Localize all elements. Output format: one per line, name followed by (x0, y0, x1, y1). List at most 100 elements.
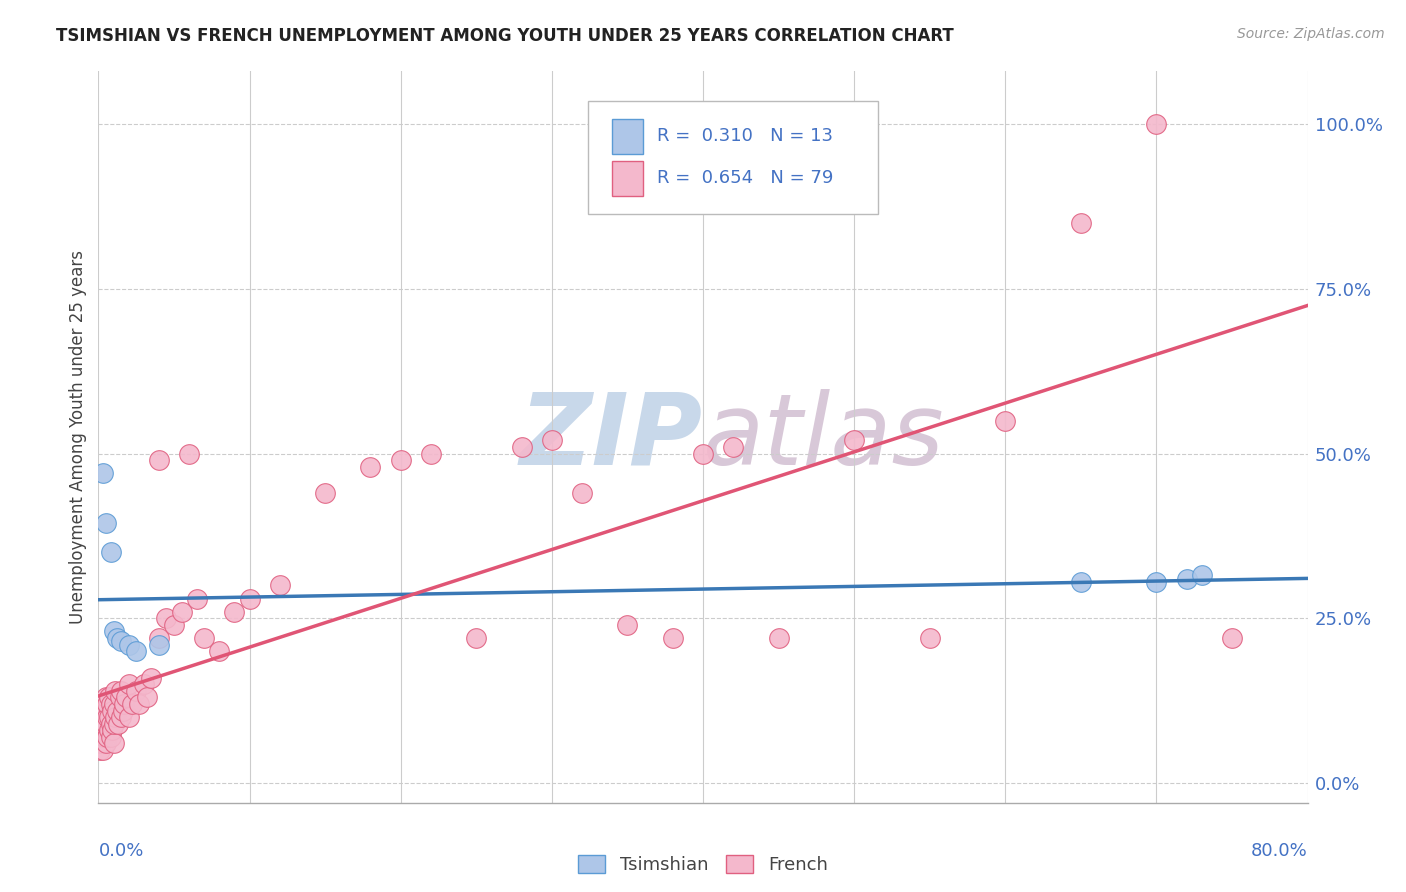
Legend: Tsimshian, French: Tsimshian, French (571, 847, 835, 881)
Point (90, 710, 112, 724)
Point (89, 743, 111, 757)
Text: 0.0%: 0.0% (98, 842, 143, 861)
Point (103, 624, 125, 639)
Point (135, 690, 157, 705)
Text: TSIMSHIAN VS FRENCH UNEMPLOYMENT AMONG YOUTH UNDER 25 YEARS CORRELATION CHART: TSIMSHIAN VS FRENCH UNEMPLOYMENT AMONG Y… (56, 27, 955, 45)
Point (100, 716, 122, 731)
FancyBboxPatch shape (588, 101, 879, 214)
Point (193, 631, 215, 645)
Point (208, 644, 231, 658)
Point (110, 683, 132, 698)
Point (89, 716, 111, 731)
Point (105, 704, 128, 718)
Point (93, 730, 115, 744)
Point (118, 638, 141, 652)
Point (96, 697, 118, 711)
Point (94, 716, 117, 731)
Point (90, 723, 112, 738)
Point (692, 446, 714, 460)
Point (314, 486, 336, 500)
Point (616, 618, 638, 632)
Point (128, 697, 150, 711)
Point (132, 677, 155, 691)
Point (1070, 575, 1092, 590)
Point (89, 730, 111, 744)
Point (104, 683, 127, 698)
Text: ZIP: ZIP (520, 389, 703, 485)
Point (918, 631, 941, 645)
Text: Source: ZipAtlas.com: Source: ZipAtlas.com (1237, 27, 1385, 41)
Point (1220, 631, 1243, 645)
Point (94, 516, 117, 530)
Point (91, 723, 114, 738)
Point (118, 677, 141, 691)
Point (186, 591, 208, 606)
Point (93, 716, 115, 731)
Point (103, 697, 125, 711)
Point (1070, 216, 1092, 230)
Point (101, 723, 124, 738)
Point (571, 486, 593, 500)
Point (110, 634, 132, 648)
Point (90, 737, 112, 751)
Point (420, 446, 443, 460)
Point (96, 730, 118, 744)
Point (100, 545, 122, 559)
Point (163, 618, 186, 632)
Point (125, 683, 148, 698)
Point (1175, 572, 1198, 586)
Point (239, 591, 262, 606)
Point (114, 690, 136, 705)
Point (100, 697, 122, 711)
Point (389, 453, 412, 467)
Point (94, 737, 117, 751)
Point (269, 578, 291, 592)
Point (118, 710, 141, 724)
Point (170, 605, 193, 619)
Point (91, 467, 114, 481)
Text: R =  0.310   N = 13: R = 0.310 N = 13 (657, 128, 832, 145)
Point (844, 434, 866, 448)
Point (111, 704, 134, 718)
Point (179, 446, 201, 460)
Point (112, 697, 135, 711)
Point (465, 631, 488, 645)
Point (723, 440, 745, 454)
Point (148, 631, 170, 645)
Point (98, 690, 121, 705)
Point (110, 710, 132, 724)
Point (94, 704, 117, 718)
Point (91, 704, 114, 718)
Point (94, 690, 117, 705)
Point (103, 737, 125, 751)
Point (141, 671, 163, 685)
Point (661, 631, 683, 645)
Point (103, 716, 125, 731)
Point (96, 710, 118, 724)
Point (540, 434, 562, 448)
Point (98, 710, 121, 724)
Text: R =  0.654   N = 79: R = 0.654 N = 79 (657, 169, 834, 187)
Point (91, 743, 114, 757)
Point (104, 710, 127, 724)
Bar (613, 161, 643, 195)
Y-axis label: Unemployment Among Youth under 25 years: Unemployment Among Youth under 25 years (69, 250, 87, 624)
Point (510, 440, 533, 454)
Text: 80.0%: 80.0% (1251, 842, 1308, 861)
Bar (613, 119, 643, 154)
Point (105, 631, 128, 645)
Text: atlas: atlas (703, 389, 945, 485)
Point (125, 644, 148, 658)
Point (93, 697, 115, 711)
Point (1191, 568, 1213, 582)
Point (1144, 575, 1167, 590)
Point (148, 453, 170, 467)
Point (360, 459, 382, 474)
Point (108, 690, 131, 705)
Point (101, 704, 124, 718)
Point (100, 730, 122, 744)
Point (148, 638, 170, 652)
Point (994, 414, 1017, 428)
Point (224, 605, 246, 619)
Point (768, 631, 790, 645)
